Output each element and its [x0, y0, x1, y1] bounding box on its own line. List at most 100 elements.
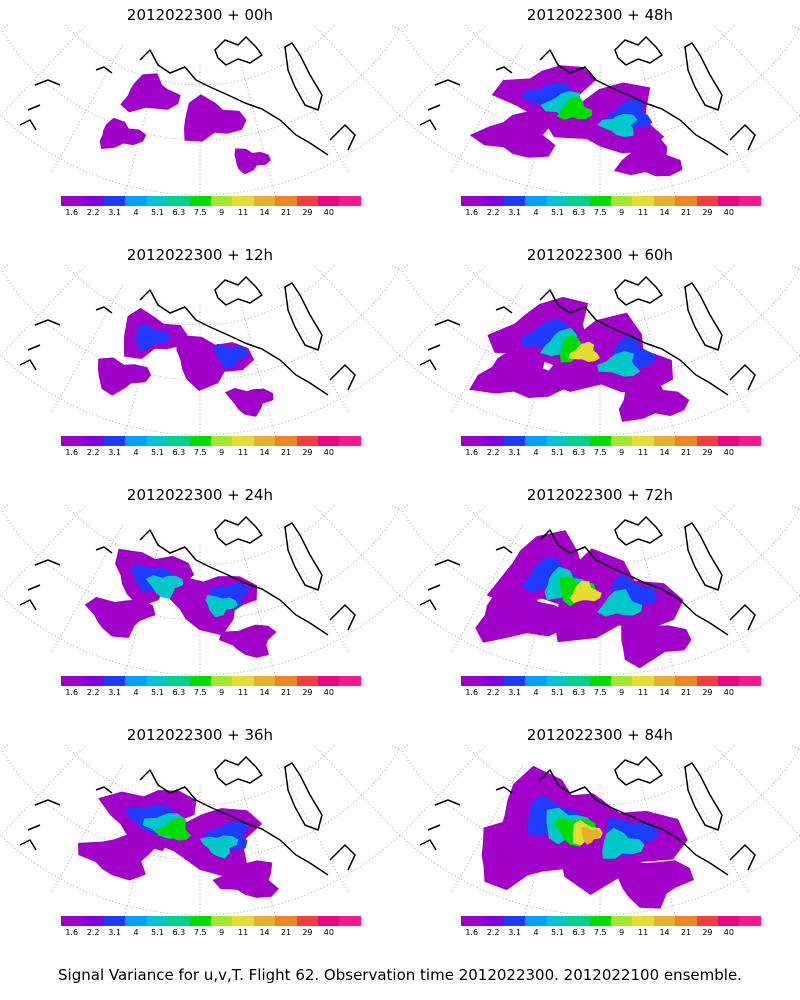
colorbar-tick-label: 5.1: [151, 448, 164, 457]
colorbar-swatch: [210, 196, 233, 206]
colorbar-tick-label: 9: [219, 208, 225, 217]
colorbar-swatch: [189, 436, 211, 446]
colorbar-swatch: [503, 916, 526, 926]
coastline-path: [419, 79, 461, 131]
coastline-path: [284, 522, 323, 591]
colorbar-tick-label: 3.1: [108, 688, 121, 697]
variance-field: [475, 530, 692, 669]
meridian-line: [391, 505, 400, 511]
panel-title: 2012022300 + 12h: [126, 246, 274, 264]
variance-contour: [234, 148, 271, 175]
colorbar-swatch: [632, 676, 654, 686]
colorbar-swatch: [146, 676, 169, 686]
meridian-line: [391, 25, 400, 31]
meridian-line: [400, 505, 409, 511]
colorbar-swatch: [296, 436, 319, 446]
colorbar-swatch: [61, 436, 83, 446]
colorbar-swatch: [146, 196, 169, 206]
colorbar-tick-label: 14: [659, 688, 670, 697]
coastline-path: [684, 522, 723, 591]
colorbar: [461, 436, 761, 446]
colorbar-swatch: [653, 436, 676, 446]
colorbar-tick-label: 11: [638, 448, 649, 457]
colorbar-tick-label: 4: [533, 448, 539, 457]
coastline-path: [284, 762, 323, 831]
colorbar: [461, 916, 761, 926]
colorbar-swatch: [461, 196, 483, 206]
panel-00h: 2012022300 + 00h 1.6 2.2 3.1 4 5.1 6.3 7.5 9 11 1…: [0, 0, 400, 240]
colorbar-tick-label: 29: [702, 208, 713, 217]
graticule: [400, 265, 800, 450]
coastline-path: [495, 306, 513, 314]
variance-contour: [608, 856, 694, 909]
colorbar-swatch: [568, 916, 590, 926]
colorbar-swatch: [546, 436, 569, 446]
colorbar-tick-label: 14: [259, 928, 270, 937]
colorbar-swatch: [82, 196, 104, 206]
colorbar-labels: 1.6 2.2 3.1 4 5.1 6.3 7.5 9 11 14 21 29 40: [61, 688, 361, 700]
meridian-line: [400, 505, 487, 597]
colorbar-swatch: [718, 676, 740, 686]
colorbar-tick-label: 4: [533, 928, 539, 937]
colorbar-tick-label: 40: [723, 688, 734, 697]
colorbar-tick-label: 3.1: [508, 928, 521, 937]
colorbar-swatch: [503, 436, 526, 446]
colorbar-tick-label: 21: [280, 448, 292, 457]
colorbar-swatch: [568, 196, 590, 206]
colorbar-swatch: [675, 436, 697, 446]
coastline: [19, 36, 356, 156]
meridian-line: [0, 505, 87, 597]
colorbar-tick-label: 5.1: [151, 928, 164, 937]
colorbar-swatch: [103, 196, 126, 206]
colorbar: [461, 196, 761, 206]
variance-contour: [597, 351, 641, 377]
variance-field: [469, 65, 683, 177]
colorbar-swatch: [589, 916, 611, 926]
colorbar-tick-label: 11: [238, 448, 249, 457]
colorbar-swatch: [103, 676, 126, 686]
colorbar-tick-label: 7.5: [193, 928, 207, 937]
colorbar-swatch: [232, 196, 254, 206]
colorbar-swatch: [482, 436, 504, 446]
meridian-line: [791, 265, 800, 271]
colorbar-swatch: [61, 196, 83, 206]
colorbar-tick-label: 29: [702, 448, 713, 457]
colorbar-tick-label: 1.6: [65, 688, 79, 697]
colorbar-tick-label: 5.1: [151, 208, 164, 217]
colorbar-swatch: [275, 676, 297, 686]
colorbar-labels: 1.6 2.2 3.1 4 5.1 6.3 7.5 9 11 14 21 29 40: [461, 208, 761, 220]
colorbar-swatch: [253, 676, 276, 686]
colorbar-tick-label: 3.1: [108, 208, 121, 217]
coastline: [19, 756, 356, 876]
coastline: [19, 276, 356, 396]
map: [0, 505, 400, 690]
panel-title: 2012022300 + 72h: [526, 486, 674, 504]
meridian-line: [239, 59, 277, 201]
colorbar-swatch: [103, 916, 126, 926]
colorbar-tick-label: 40: [723, 208, 734, 217]
latitude-circle: [465, 265, 735, 326]
variance-contour: [136, 323, 171, 351]
colorbar-tick-label: 4: [533, 208, 539, 217]
variance-field: [97, 307, 274, 417]
coastline-path: [214, 516, 263, 546]
colorbar-tick-label: 7.5: [593, 688, 607, 697]
colorbar-swatch: [125, 916, 147, 926]
graticule: [0, 505, 400, 690]
colorbar-swatch: [125, 676, 147, 686]
latitude-circle: [65, 505, 335, 566]
colorbar-swatch: [296, 916, 319, 926]
colorbar-tick-label: 6.3: [172, 448, 186, 457]
graticule: [400, 745, 800, 930]
colorbar-swatch: [696, 196, 719, 206]
colorbar-tick-label: 1.6: [465, 208, 479, 217]
colorbar-swatch: [275, 196, 297, 206]
colorbar-tick-label: 2.2: [86, 928, 100, 937]
coastline-path: [684, 762, 723, 831]
latitude-circle: [465, 505, 735, 566]
colorbar-swatch: [696, 916, 719, 926]
colorbar-tick-label: 11: [638, 928, 649, 937]
colorbar-tick-label: 3.1: [508, 208, 521, 217]
coastline-path: [495, 546, 513, 554]
meridian-line: [313, 265, 400, 357]
